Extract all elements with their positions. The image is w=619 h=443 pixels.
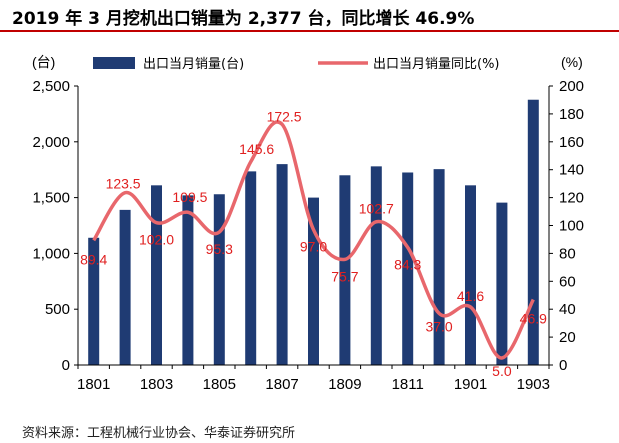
data-label-1809: 75.7 [331, 268, 358, 284]
right-tick-label: 60 [559, 273, 576, 290]
x-tick-label: 1901 [454, 376, 487, 393]
legend: 出口当月销量(台) 出口当月销量同比(%) [93, 57, 500, 72]
right-tick-label: 100 [559, 218, 584, 235]
data-label-1903: 46.9 [520, 311, 547, 327]
data-label-1812: 37.0 [425, 318, 452, 334]
right-axis-unit: (%) [561, 54, 583, 70]
data-label-1810: 102.7 [359, 201, 394, 217]
left-tick-label: 1,000 [32, 245, 70, 262]
bar-1812 [433, 169, 445, 365]
x-tick-label: 1807 [265, 376, 298, 393]
x-tick-label: 1801 [77, 376, 110, 393]
x-tick-label: 1903 [517, 376, 550, 393]
right-tick-label: 80 [559, 245, 576, 262]
left-tick-label: 1,500 [32, 190, 70, 207]
bar-1811 [402, 172, 414, 365]
data-label-1801: 89.4 [80, 251, 107, 267]
right-tick-label: 0 [559, 357, 567, 374]
chart-title: 2019 年 3 月挖机出口销量为 2,377 台，同比增长 46.9% [12, 9, 475, 29]
x-tick-label: 1805 [203, 376, 236, 393]
yoy-line [92, 120, 535, 360]
bar-1810 [370, 166, 382, 365]
data-label-1806: 145.6 [239, 141, 274, 157]
bar-1801 [88, 237, 100, 365]
left-tick-label: 0 [62, 357, 70, 374]
bar-1805 [213, 194, 225, 365]
source-note: 资料来源：工程机械行业协会、华泰证券研究所 [22, 426, 296, 441]
bar-1804 [182, 195, 194, 365]
data-label-1811: 84.3 [394, 256, 421, 272]
right-tick-label: 40 [559, 301, 576, 318]
x-tick-label: 1809 [328, 376, 361, 393]
bar-series [88, 99, 539, 365]
bar-1902 [496, 202, 508, 365]
title-underline [0, 30, 619, 32]
bar-1807 [276, 164, 288, 365]
data-label-1805: 95.3 [206, 241, 233, 257]
line-data-labels: 89.4 123.5 102.0 109.5 95.3 145.6 172.5 97.075.… [80, 108, 547, 379]
left-tick-label: 2,500 [32, 78, 70, 95]
data-label-1804: 109.5 [172, 189, 207, 205]
right-tick-label: 200 [559, 78, 584, 95]
data-label-1902: 5.0 [492, 363, 512, 379]
line-series [92, 120, 535, 360]
x-tick-label: 1803 [140, 376, 173, 393]
right-tick-label: 180 [559, 106, 584, 123]
bar-1806 [245, 171, 257, 365]
bar-1809 [339, 175, 351, 365]
data-label-1802: 123.5 [106, 176, 141, 192]
x-tick-label: 1811 [392, 376, 424, 393]
legend-bar-swatch [93, 57, 135, 69]
data-label-1803: 102.0 [139, 232, 174, 248]
data-label-1901: 41.6 [457, 288, 484, 304]
data-label-1807: 172.5 [267, 108, 302, 124]
right-tick-label: 140 [559, 162, 584, 179]
bar-1808 [308, 197, 319, 365]
bar-1903 [527, 99, 539, 365]
right-tick-label: 20 [559, 329, 576, 346]
data-label-1808: 97.0 [300, 239, 327, 255]
right-tick-label: 120 [559, 190, 584, 207]
bar-1901 [465, 185, 476, 365]
right-tick-label: 160 [559, 134, 584, 151]
left-axis-unit: (台) [32, 54, 55, 70]
left-tick-label: 500 [45, 301, 70, 318]
axes: 0 500 1,000 1,500 2,000 2,500 0 20 40 60 80 100 120 1… [32, 54, 584, 393]
bar-1802 [119, 209, 131, 365]
legend-line-label: 出口当月销量同比(%) [373, 57, 500, 72]
left-tick-label: 2,000 [32, 134, 70, 151]
legend-bar-label: 出口当月销量(台) [143, 57, 244, 72]
bar-1803 [151, 185, 162, 365]
